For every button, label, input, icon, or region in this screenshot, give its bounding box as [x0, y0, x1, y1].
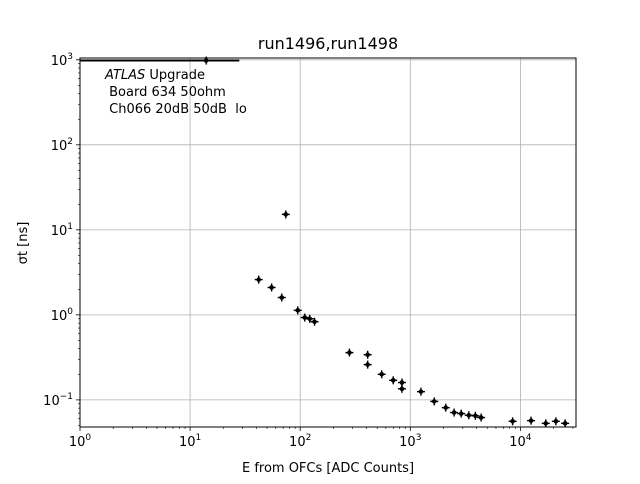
data-point [464, 411, 473, 420]
x-tick-label: 100 [69, 433, 92, 450]
point-marker [279, 295, 285, 300]
data-point [541, 419, 550, 428]
point-marker [399, 380, 405, 385]
y-axis-label: σt [ns] [16, 222, 31, 265]
data-point [527, 416, 536, 425]
data-point [561, 419, 570, 428]
data-point [389, 376, 398, 385]
point-marker [553, 419, 559, 424]
upgrade-label: Upgrade [145, 68, 205, 83]
x-tick-label: 104 [509, 433, 532, 450]
point-marker [203, 58, 209, 63]
point-marker [543, 421, 549, 426]
data-point [457, 409, 466, 418]
y-tick-label: 103 [51, 52, 73, 69]
data-point [293, 306, 302, 315]
point-marker [312, 319, 317, 325]
point-marker [379, 372, 385, 377]
x-axis-label: E from OFCs [ADC Counts] [242, 461, 414, 476]
data-point [471, 411, 480, 420]
data-point [277, 293, 286, 302]
chart-title: run1496,run1498 [258, 34, 398, 53]
grid-layer [79, 58, 576, 427]
x-tick-label: 103 [399, 433, 421, 450]
plot-frame [79, 57, 577, 428]
point-marker [365, 362, 370, 367]
channel-label: Ch066 20dB 50dB lo [105, 102, 247, 117]
point-marker [431, 399, 437, 404]
data-point [441, 403, 450, 412]
point-marker [269, 285, 274, 290]
data-point [267, 283, 276, 292]
point-marker [256, 277, 262, 282]
point-marker [478, 415, 484, 420]
data-point [551, 417, 560, 426]
data-point [363, 350, 372, 359]
point-marker [562, 421, 568, 426]
board-label: Board 634 50ohm [105, 85, 226, 100]
point-marker [528, 418, 534, 423]
point-marker [473, 413, 478, 419]
y-tick-label: 10−1 [43, 392, 73, 409]
data-point [430, 397, 439, 406]
data-point [363, 360, 372, 369]
data-point [397, 384, 406, 393]
y-tick-label: 100 [51, 307, 74, 324]
x-tick-label: 102 [289, 433, 311, 450]
point-marker [390, 378, 396, 383]
data-point [345, 348, 354, 357]
point-marker [365, 352, 370, 358]
point-marker [283, 212, 289, 217]
point-marker [510, 419, 515, 424]
data-point [450, 408, 459, 417]
data-point [305, 314, 314, 323]
y-tick-label: 101 [51, 222, 73, 239]
point-marker [443, 405, 449, 410]
data-point [377, 370, 386, 379]
data-point [508, 417, 517, 426]
svg-text:ATLAS Upgrade: ATLAS Upgrade [104, 68, 205, 83]
point-marker [307, 316, 313, 322]
x-tick-label: 101 [179, 433, 201, 450]
point-marker [347, 350, 352, 355]
ticks-layer: 100 101 102 103 104 10−1 100 101 102 103 [43, 52, 574, 450]
data-point [254, 275, 263, 284]
data-point [310, 317, 319, 326]
atlas-label: ATLAS [104, 68, 145, 83]
point-marker [466, 412, 472, 418]
data-point [416, 387, 425, 396]
point-marker [295, 308, 301, 313]
data-point [281, 210, 290, 219]
point-marker [458, 411, 464, 416]
atlas-annotation: ATLAS Upgrade Board 634 50ohm Ch066 20dB… [104, 68, 247, 117]
point-marker [418, 389, 424, 394]
point-marker [451, 410, 457, 415]
y-tick-label: 102 [51, 137, 73, 154]
data-point [477, 413, 486, 422]
point-marker [399, 386, 405, 392]
